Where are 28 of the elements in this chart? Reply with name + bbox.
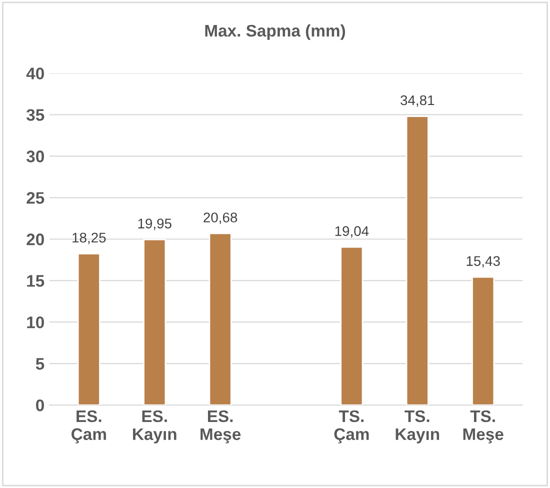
y-tick-label: 40 bbox=[26, 68, 44, 80]
data-label: 19,04 bbox=[335, 226, 369, 238]
y-tick-label: 20 bbox=[26, 234, 44, 246]
bar bbox=[77, 252, 100, 406]
data-label: 15,43 bbox=[466, 256, 500, 268]
bar bbox=[208, 232, 232, 406]
y-tick-label: 35 bbox=[26, 109, 44, 121]
chart-title: Max. Sapma (mm) bbox=[205, 24, 346, 40]
bar bbox=[472, 276, 495, 406]
y-tick-label: 5 bbox=[36, 358, 44, 370]
data-label: 18,25 bbox=[72, 232, 106, 244]
x-tick-label: ES. Kayın bbox=[133, 410, 176, 444]
x-tick-label: ES. Çam bbox=[72, 410, 106, 444]
y-tick-label: 10 bbox=[27, 316, 44, 328]
data-label: 20,68 bbox=[204, 212, 238, 224]
data-label: 34,81 bbox=[400, 95, 434, 107]
y-tick-label: 15 bbox=[27, 275, 44, 287]
x-tick-label: TS. Kayın bbox=[396, 410, 440, 444]
y-tick-label: 30 bbox=[26, 150, 44, 162]
x-tick-label: TS. Meşe bbox=[463, 410, 504, 444]
bar bbox=[340, 246, 364, 406]
y-tick-label: 0 bbox=[36, 399, 44, 412]
x-tick-label: TS. Çam bbox=[334, 410, 369, 444]
y-tick-label: 25 bbox=[26, 192, 44, 204]
x-tick-label: ES. Meşe bbox=[200, 410, 241, 444]
bar bbox=[406, 116, 429, 406]
bar bbox=[143, 238, 166, 406]
data-label: 19,95 bbox=[138, 218, 172, 230]
